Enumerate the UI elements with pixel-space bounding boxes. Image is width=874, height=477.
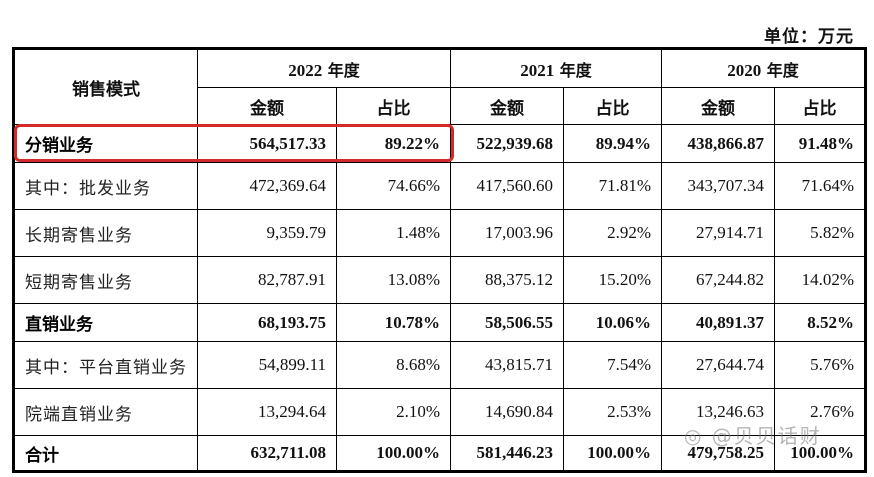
cell-amount-2022: 9,359.79	[197, 209, 337, 257]
cell-amount-2022: 472,369.64	[197, 162, 337, 210]
cell-ratio-2020: 5.76%	[774, 341, 866, 389]
cell-amount-2021: 88,375.12	[450, 256, 564, 304]
table-row-wholesale: 其中：批发业务 472,369.64 74.66% 417,560.60 71.…	[13, 162, 866, 210]
year-value: 2022	[288, 60, 323, 80]
corner-header: 销售模式	[13, 48, 198, 125]
cell-amount-2021: 522,939.68	[450, 124, 564, 163]
cell-ratio-2021: 10.06%	[563, 303, 662, 342]
year-suffix: 年度	[554, 60, 592, 80]
cell-amount-2020: 40,891.37	[661, 303, 775, 342]
cell-ratio-2021: 2.92%	[563, 209, 662, 257]
row-label: 长期寄售业务	[13, 209, 198, 257]
cell-ratio-2021: 7.54%	[563, 341, 662, 389]
year-value: 2021	[520, 60, 555, 80]
cell-ratio-2020: 100.00%	[774, 435, 866, 472]
cell-amount-2020: 343,707.34	[661, 162, 775, 210]
cell-amount-2021: 43,815.71	[450, 341, 564, 389]
year-value: 2020	[727, 60, 762, 80]
amount-header: 金额	[661, 87, 775, 125]
cell-amount-2021: 417,560.60	[450, 162, 564, 210]
cell-amount-2020: 67,244.82	[661, 256, 775, 304]
year-header-2022: 2022 年度	[197, 48, 451, 88]
cell-ratio-2021: 100.00%	[563, 435, 662, 472]
cell-ratio-2022: 89.22%	[336, 124, 451, 163]
year-suffix: 年度	[322, 60, 360, 80]
cell-amount-2021: 581,446.23	[450, 435, 564, 472]
amount-header: 金额	[450, 87, 564, 125]
row-label: 短期寄售业务	[13, 256, 198, 304]
cell-ratio-2022: 2.10%	[336, 388, 451, 436]
cell-ratio-2021: 89.94%	[563, 124, 662, 163]
cell-ratio-2020: 8.52%	[774, 303, 866, 342]
sales-mode-table: 销售模式 2022 年度 2021 年度 2020 年度 金额 占比 金额 占比…	[12, 47, 867, 473]
cell-amount-2020: 479,758.25	[661, 435, 775, 472]
ratio-header: 占比	[774, 87, 866, 125]
ratio-header: 占比	[336, 87, 451, 125]
cell-ratio-2022: 74.66%	[336, 162, 451, 210]
cell-ratio-2020: 5.82%	[774, 209, 866, 257]
cell-amount-2021: 17,003.96	[450, 209, 564, 257]
cell-ratio-2022: 100.00%	[336, 435, 451, 472]
cell-amount-2020: 27,914.71	[661, 209, 775, 257]
table-row-hospital-direct: 院端直销业务 13,294.64 2.10% 14,690.84 2.53% 1…	[13, 388, 866, 436]
cell-ratio-2021: 71.81%	[563, 162, 662, 210]
year-header-2021: 2021 年度	[450, 48, 662, 88]
cell-ratio-2020: 14.02%	[774, 256, 866, 304]
cell-amount-2020: 27,644.74	[661, 341, 775, 389]
cell-amount-2022: 54,899.11	[197, 341, 337, 389]
cell-ratio-2020: 71.64%	[774, 162, 866, 210]
watermark: ◎ @贝贝话财	[684, 424, 822, 448]
cell-amount-2022: 82,787.91	[197, 256, 337, 304]
table-row-distribution: 分销业务 564,517.33 89.22% 522,939.68 89.94%…	[13, 124, 866, 163]
cell-amount-2021: 58,506.55	[450, 303, 564, 342]
cell-ratio-2020: 2.76%	[774, 388, 866, 436]
cell-amount-2022: 632,711.08	[197, 435, 337, 472]
row-label: 合计	[13, 435, 198, 472]
cell-amount-2022: 68,193.75	[197, 303, 337, 342]
cell-ratio-2021: 2.53%	[563, 388, 662, 436]
amount-header: 金额	[197, 87, 337, 125]
cell-amount-2022: 564,517.33	[197, 124, 337, 163]
table-row-short-consignment: 短期寄售业务 82,787.91 13.08% 88,375.12 15.20%…	[13, 256, 866, 304]
cell-amount-2022: 13,294.64	[197, 388, 337, 436]
year-suffix: 年度	[761, 60, 799, 80]
cell-ratio-2022: 10.78%	[336, 303, 451, 342]
cell-amount-2021: 14,690.84	[450, 388, 564, 436]
table-row-total: 合计 632,711.08 100.00% 581,446.23 100.00%…	[13, 435, 866, 472]
table-row-direct-sales: 直销业务 68,193.75 10.78% 58,506.55 10.06% 4…	[13, 303, 866, 342]
row-label: 其中：平台直销业务	[13, 341, 198, 389]
ratio-header: 占比	[563, 87, 662, 125]
table-row-long-consignment: 长期寄售业务 9,359.79 1.48% 17,003.96 2.92% 27…	[13, 209, 866, 257]
cell-ratio-2022: 8.68%	[336, 341, 451, 389]
table-row-platform-direct: 其中：平台直销业务 54,899.11 8.68% 43,815.71 7.54…	[13, 341, 866, 389]
unit-label: 单位：万元	[764, 27, 854, 47]
cell-ratio-2020: 91.48%	[774, 124, 866, 163]
cell-ratio-2022: 13.08%	[336, 256, 451, 304]
cell-ratio-2021: 15.20%	[563, 256, 662, 304]
row-label: 直销业务	[13, 303, 198, 342]
row-label: 其中：批发业务	[13, 162, 198, 210]
cell-ratio-2022: 1.48%	[336, 209, 451, 257]
year-header-2020: 2020 年度	[661, 48, 866, 88]
row-label: 分销业务	[13, 124, 198, 163]
cell-amount-2020: 438,866.87	[661, 124, 775, 163]
row-label: 院端直销业务	[13, 388, 198, 436]
